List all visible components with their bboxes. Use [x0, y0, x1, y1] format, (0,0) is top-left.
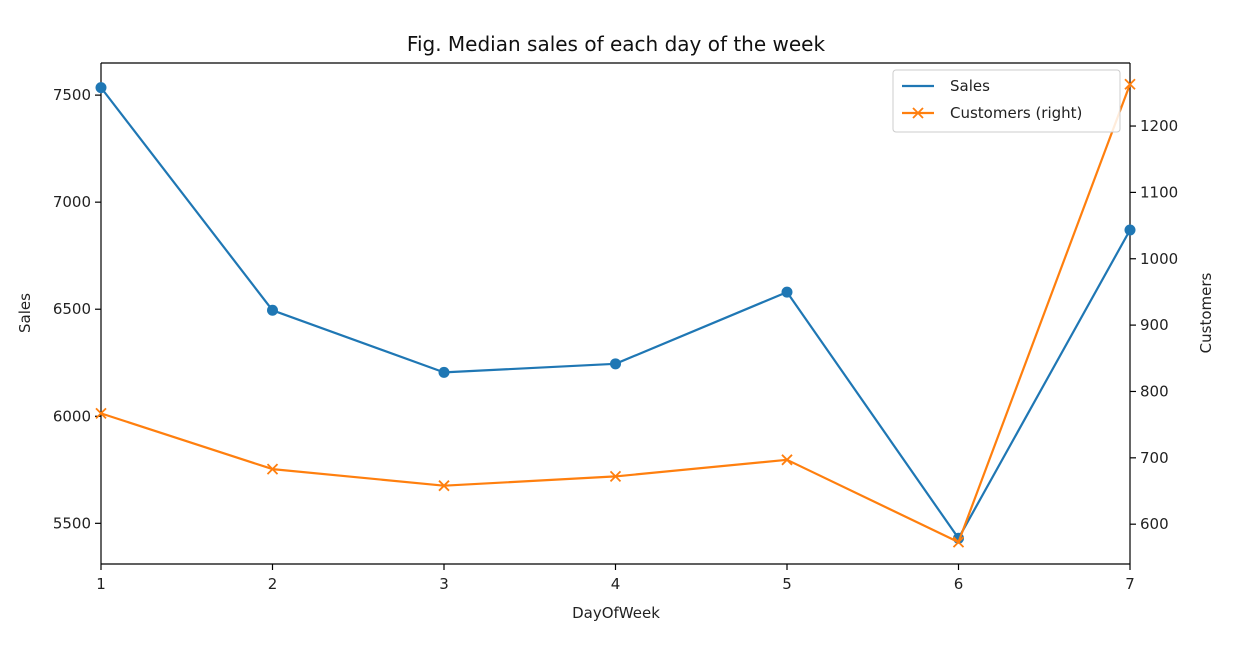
customers-data-point	[952, 536, 965, 548]
customers-data-point	[1124, 78, 1136, 90]
customers-data-point	[266, 463, 279, 475]
y-tick-label: 7500	[53, 86, 91, 104]
y2-tick-label: 700	[1140, 449, 1169, 467]
x-tick-label: 3	[439, 575, 449, 593]
x-tick-label: 6	[954, 575, 964, 593]
customers-series-line	[100, 83, 1132, 544]
y2-axis-title: Customers	[1197, 272, 1215, 353]
customers-data-point	[438, 480, 450, 492]
y2-tick-label: 600	[1140, 515, 1169, 533]
y-axis-title: Sales	[16, 293, 34, 333]
x-tick-label: 4	[611, 575, 621, 593]
y2-tick-label: 1200	[1140, 117, 1178, 135]
legend-box	[892, 69, 1121, 133]
x-tick-label: 1	[96, 575, 106, 593]
series-layer	[95, 78, 1136, 548]
y2-tick-label: 1100	[1140, 183, 1178, 201]
y2-tick-label: 900	[1140, 316, 1169, 334]
y2-tick-label: 800	[1140, 382, 1169, 400]
customers-data-point	[781, 454, 793, 466]
sales-series-line	[100, 86, 1131, 540]
sales-data-point	[95, 82, 107, 94]
x-tick-label: 2	[268, 575, 278, 593]
x-tick-label: 5	[782, 575, 792, 593]
y2-axis-ticks: 600 700 800 900 1000 1100 1200	[1130, 117, 1178, 533]
chart-title: Fig. Median sales of each day of the wee…	[407, 32, 826, 56]
y-tick-label: 5500	[53, 514, 91, 532]
plot-frame	[100, 62, 1131, 565]
legend-label-customers: Customers (right)	[950, 104, 1082, 122]
sales-data-point	[1124, 224, 1136, 236]
sales-data-point	[438, 366, 450, 378]
y-tick-label: 6500	[53, 300, 91, 318]
y-tick-label: 7000	[53, 193, 91, 211]
sales-data-point	[267, 304, 278, 316]
x-tick-label: 7	[1125, 575, 1135, 593]
y-axis-ticks: 5500 6000 6500 7000 7500	[53, 86, 101, 532]
x-axis-title: DayOfWeek	[572, 604, 660, 622]
sales-data-point	[610, 358, 621, 370]
legend-marker-customers	[912, 107, 924, 119]
y2-tick-label: 1000	[1140, 250, 1178, 268]
legend: Sales Customers (right)	[892, 69, 1121, 133]
customers-data-point	[95, 407, 107, 420]
x-axis-ticks: 1 2 3 4 5 6 7	[96, 564, 1135, 593]
sales-data-point	[781, 286, 793, 298]
customers-data-point	[609, 470, 622, 483]
legend-label-sales: Sales	[950, 77, 990, 95]
y-tick-label: 6000	[53, 407, 91, 425]
